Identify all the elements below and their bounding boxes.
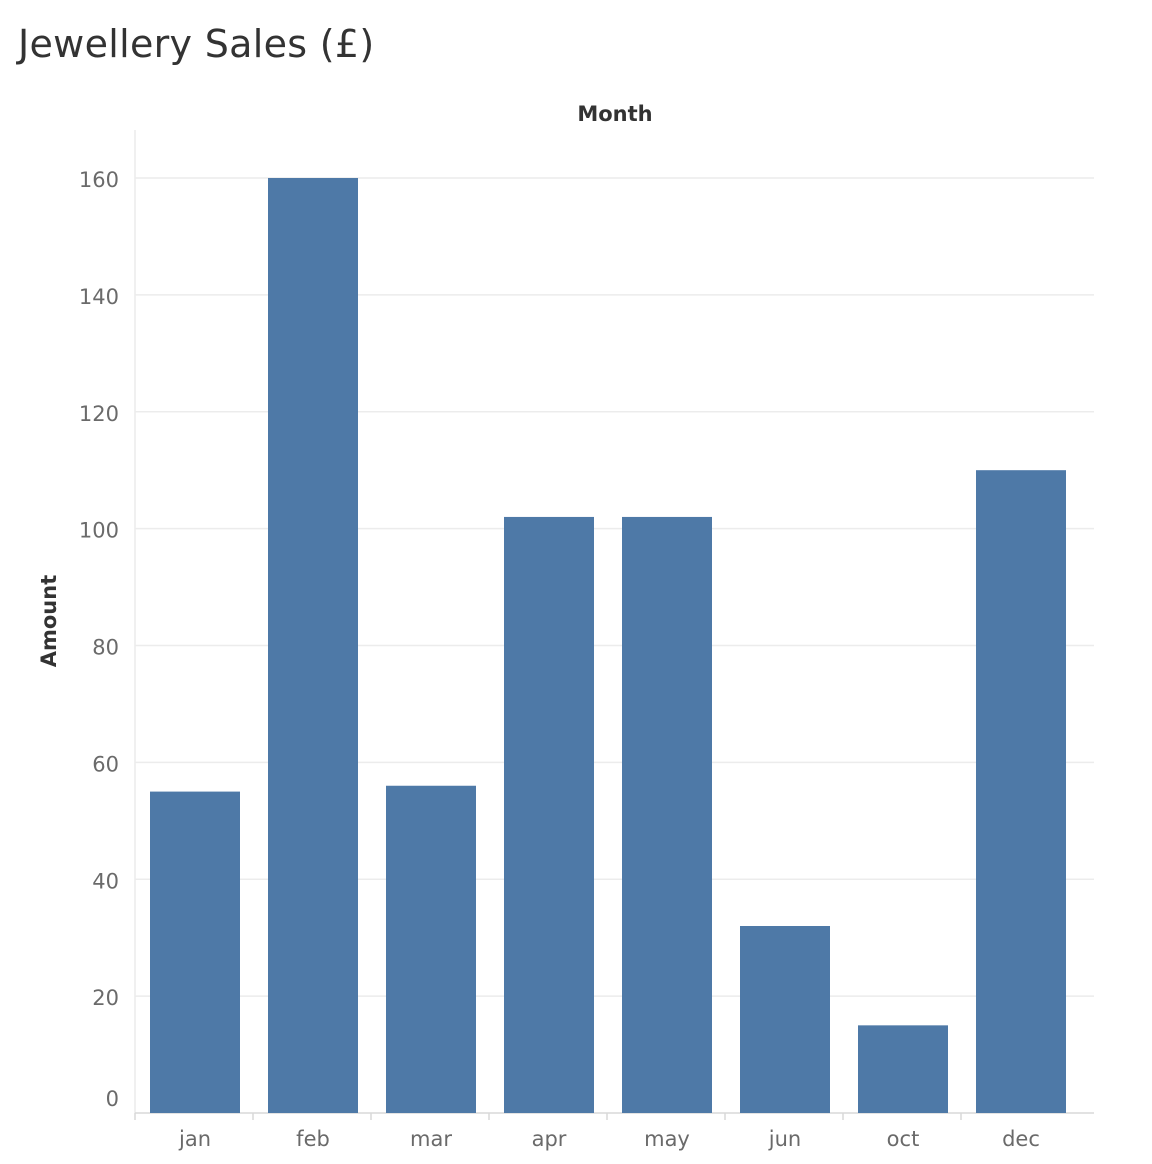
- x-tick-label: apr: [532, 1127, 567, 1151]
- bar-dec: [976, 470, 1066, 1113]
- y-tick-label: 140: [79, 285, 119, 309]
- x-tick-label: may: [644, 1127, 690, 1151]
- x-tick-label: jan: [178, 1127, 211, 1151]
- y-tick-label: 80: [92, 636, 119, 660]
- bar-mar: [386, 785, 476, 1113]
- y-tick-label: 20: [92, 986, 119, 1010]
- x-tick-label: mar: [410, 1127, 452, 1151]
- bar-apr: [504, 516, 594, 1113]
- y-tick-labels: 0 20 40 60 80 100 120 140 160: [79, 168, 119, 1111]
- chart-title: Jewellery Sales (£): [18, 22, 375, 66]
- y-tick-label: 0: [106, 1087, 119, 1111]
- x-tick-label: jun: [768, 1127, 801, 1151]
- x-axis-title: Month: [577, 102, 652, 126]
- y-tick-label: 120: [79, 402, 119, 426]
- x-tick-labels: jan feb mar apr may jun oct dec: [178, 1127, 1040, 1151]
- y-tick-label: 60: [92, 752, 119, 776]
- y-tick-label: 160: [79, 168, 119, 192]
- bar-may: [622, 516, 712, 1113]
- bar-oct: [858, 1025, 948, 1113]
- bar-jun: [740, 926, 830, 1113]
- y-tick-label: 100: [79, 519, 119, 543]
- bars: [134, 178, 1066, 1120]
- bar-feb: [268, 178, 358, 1113]
- x-tick-label: dec: [1002, 1127, 1040, 1151]
- bar-jan: [150, 791, 240, 1113]
- x-tick-label: oct: [887, 1127, 920, 1151]
- y-axis-title: Amount: [37, 575, 61, 668]
- y-tick-label: 40: [92, 869, 119, 893]
- x-tick-label: feb: [296, 1127, 330, 1151]
